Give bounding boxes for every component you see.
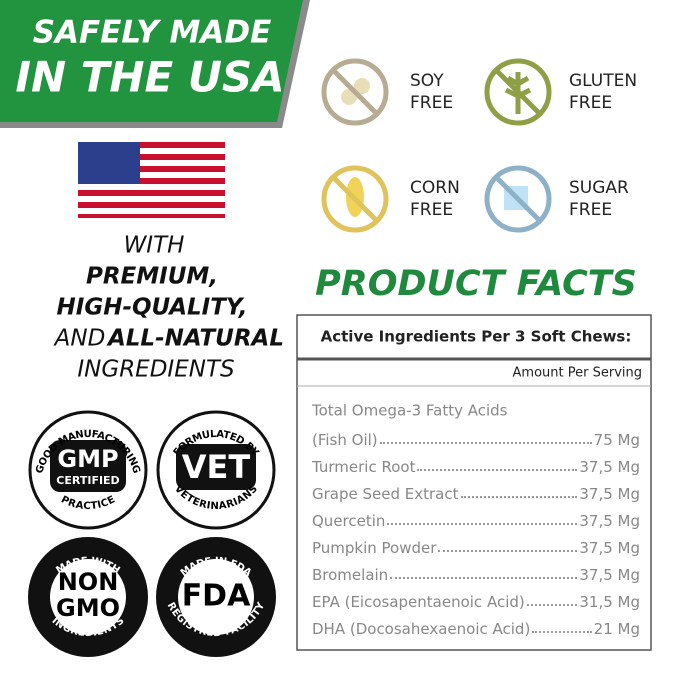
ingredient-amount: 75 Mg [593,431,640,449]
ingredient-row: EPA (Eicosapentaenoic Acid) 31,5 Mg [312,589,640,611]
leader [390,577,578,579]
free-label: FREE [410,200,453,220]
ingredient-amount: 21 Mg [593,620,640,638]
ingredient-name: Pumpkin Powder [312,539,437,557]
tagline: INGREDIENTS [77,357,234,383]
ingredient-row: DHA (Docosahexaenoic Acid) 21 Mg [312,616,640,638]
ingredient-row: Quercetin 37,5 Mg [312,508,640,530]
svg-text:PRACTICE: PRACTICE [59,494,117,512]
ingredient-name: (Fish Oil) [312,431,378,449]
badge-fda: MADE IN FDA REGISTRED FACILITY FDA [156,537,276,657]
badge-ring-text: PRACTICE [59,494,117,512]
ingredient-row: Grape Seed Extract 37,5 Mg [312,481,640,503]
ingredient-heading: Total Omega-3 Fatty Acids [311,402,508,420]
ingredient-amount: 37,5 Mg [579,512,640,530]
badge-gmp: GOOD MANUFACTURING PRACTICE GMP CERTIFIE… [28,410,148,530]
ingredient-amount: 37,5 Mg [579,566,640,584]
badge-main: GMP [57,445,118,473]
ingredient-row: Bromelain 37,5 Mg [312,562,640,584]
badge-vet: FORMULATED BY VETERINARIANS VET [156,410,276,530]
ingredient-name: Bromelain [312,566,389,584]
banner [0,0,303,122]
free-label: SOY [410,71,444,91]
leader [387,523,578,525]
corn-icon [321,165,389,233]
ingredient-amount: 37,5 Mg [579,485,640,503]
leader [532,631,592,633]
tagline: HIGH-QUALITY, [57,295,248,321]
ingredient-amount: 37,5 Mg [579,458,640,476]
flag [78,142,225,218]
leader [460,496,578,498]
facts-box [296,314,652,651]
ingredient-name: EPA (Eicosapentaenoic Acid) [312,593,525,611]
ingredient-name: DHA (Docosahexaenoic Acid) [312,620,531,638]
badge-main: NON [58,568,119,596]
ingredient-name: Turmeric Root [312,458,416,476]
free-label: FREE [569,200,612,220]
facts-header: Active Ingredients Per 3 Soft Chews: [321,328,632,346]
ingredient-row: (Fish Oil) 75 Mg [312,427,640,449]
ingredient-row: Pumpkin Powder 37,5 Mg [312,535,640,557]
leader [526,604,578,606]
tagline: PREMIUM, [86,264,218,290]
free-label: FREE [410,93,453,113]
ingredient-row: Turmeric Root 37,5 Mg [312,454,640,476]
badge-nongmo: MADE WITH INGREDIENTS NON GMO [28,537,148,657]
ingredient-name: Grape Seed Extract [312,485,459,503]
leader [438,550,578,552]
leader [417,469,578,471]
badge-sub: CERTIFIED [56,474,119,487]
gluten-icon [484,58,552,126]
banner-text: IN THE USA [15,53,284,102]
soy-icon [321,58,389,126]
tagline: ALL-NATURAL [106,326,284,352]
badge-sub: GMO [56,594,120,622]
badge-main: VET [182,448,251,486]
free-label: GLUTEN [569,71,637,91]
sugar-icon [484,165,552,233]
leader [379,442,592,444]
badge-main: FDA [182,579,251,614]
amount-header: Amount Per Serving [513,366,642,381]
tagline: AND [53,326,106,352]
free-label: CORN [410,178,460,198]
ingredient-amount: 37,5 Mg [579,539,640,557]
facts-title: PRODUCT FACTS [315,264,637,304]
tagline: WITH [124,233,185,259]
banner-text: SAFELY MADE [33,15,272,51]
ingredient-name: Quercetin [312,512,386,530]
free-label: SUGAR [569,178,629,198]
ingredient-amount: 31,5 Mg [579,593,640,611]
free-label: FREE [569,93,612,113]
